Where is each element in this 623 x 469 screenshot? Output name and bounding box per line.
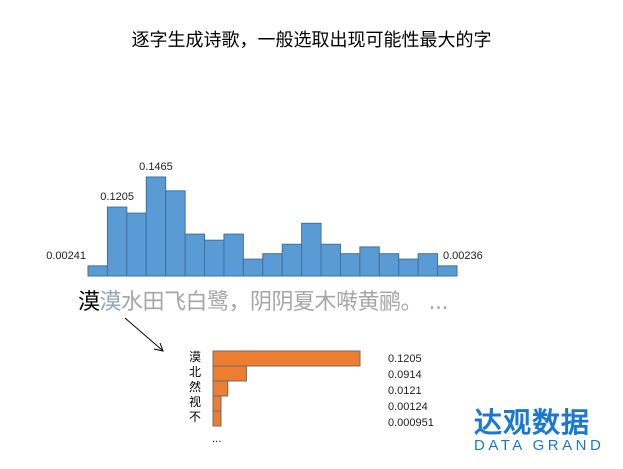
candidate-probability: 0.00124 (388, 401, 428, 413)
probability-histogram: 0.00241 0.1205 0.1465 0.00236 (46, 161, 483, 277)
next-char: 漠 (99, 290, 122, 315)
candidate-bar (212, 365, 247, 382)
slide-title: 逐字生成诗歌，一般选取出现可能性最大的字 (131, 30, 492, 51)
histogram-bar (184, 233, 206, 277)
candidate-char: 北 (189, 365, 202, 379)
bar-data-label: 0.00241 (46, 250, 86, 262)
histogram-bar (223, 233, 244, 277)
candidate-bar (212, 380, 229, 397)
histogram-bar (126, 212, 147, 277)
bar-data-label: 0.1465 (139, 161, 173, 173)
histogram-bar (398, 258, 419, 277)
arrow-icon (124, 317, 164, 352)
bar-data-label: 0.1205 (100, 191, 134, 203)
logo-text-en: DATA GRAND (474, 437, 605, 454)
candidate-probability: 0.1205 (388, 353, 422, 365)
current-char: 漠 (78, 290, 100, 315)
candidate-char: 漠 (189, 350, 202, 364)
histogram-bar (417, 253, 439, 277)
candidate-char: 然 (189, 380, 202, 394)
histogram-bar (359, 246, 380, 277)
poem-rest: 水田飞白鹭，阴阴夏木啭黄鹂。 ... (121, 290, 449, 315)
candidate-probability: 0.000951 (388, 417, 434, 429)
histogram-bar (339, 253, 361, 277)
histogram-bar (262, 253, 283, 277)
histogram-bar (106, 206, 128, 277)
histogram-bar (145, 176, 167, 277)
more-candidates: ... (212, 434, 222, 445)
histogram-bar (204, 239, 225, 277)
candidate-probability: 0.0121 (388, 385, 422, 397)
candidate-probability: 0.0914 (388, 369, 422, 381)
candidate-bar (212, 395, 222, 412)
bar-data-label: 0.00236 (443, 250, 483, 262)
generated-poem: 漠漠水田飞白鹭，阴阴夏木啭黄鹂。 ... (78, 284, 449, 316)
histogram-bar (242, 258, 264, 277)
histogram-bar (437, 265, 458, 277)
histogram-bar (301, 222, 322, 277)
histogram-bar (320, 243, 341, 277)
logo-text-cn: 达观数据 (474, 406, 591, 439)
histogram-bar (281, 243, 303, 277)
histogram-bar (87, 265, 108, 277)
candidate-char: 视 (189, 395, 202, 409)
histogram-bar (378, 253, 400, 277)
candidate-bar-chart (212, 350, 361, 427)
candidate-char: 不 (189, 410, 202, 424)
candidate-bar (212, 350, 361, 367)
histogram-bar (165, 190, 186, 277)
candidate-bar (212, 410, 222, 427)
